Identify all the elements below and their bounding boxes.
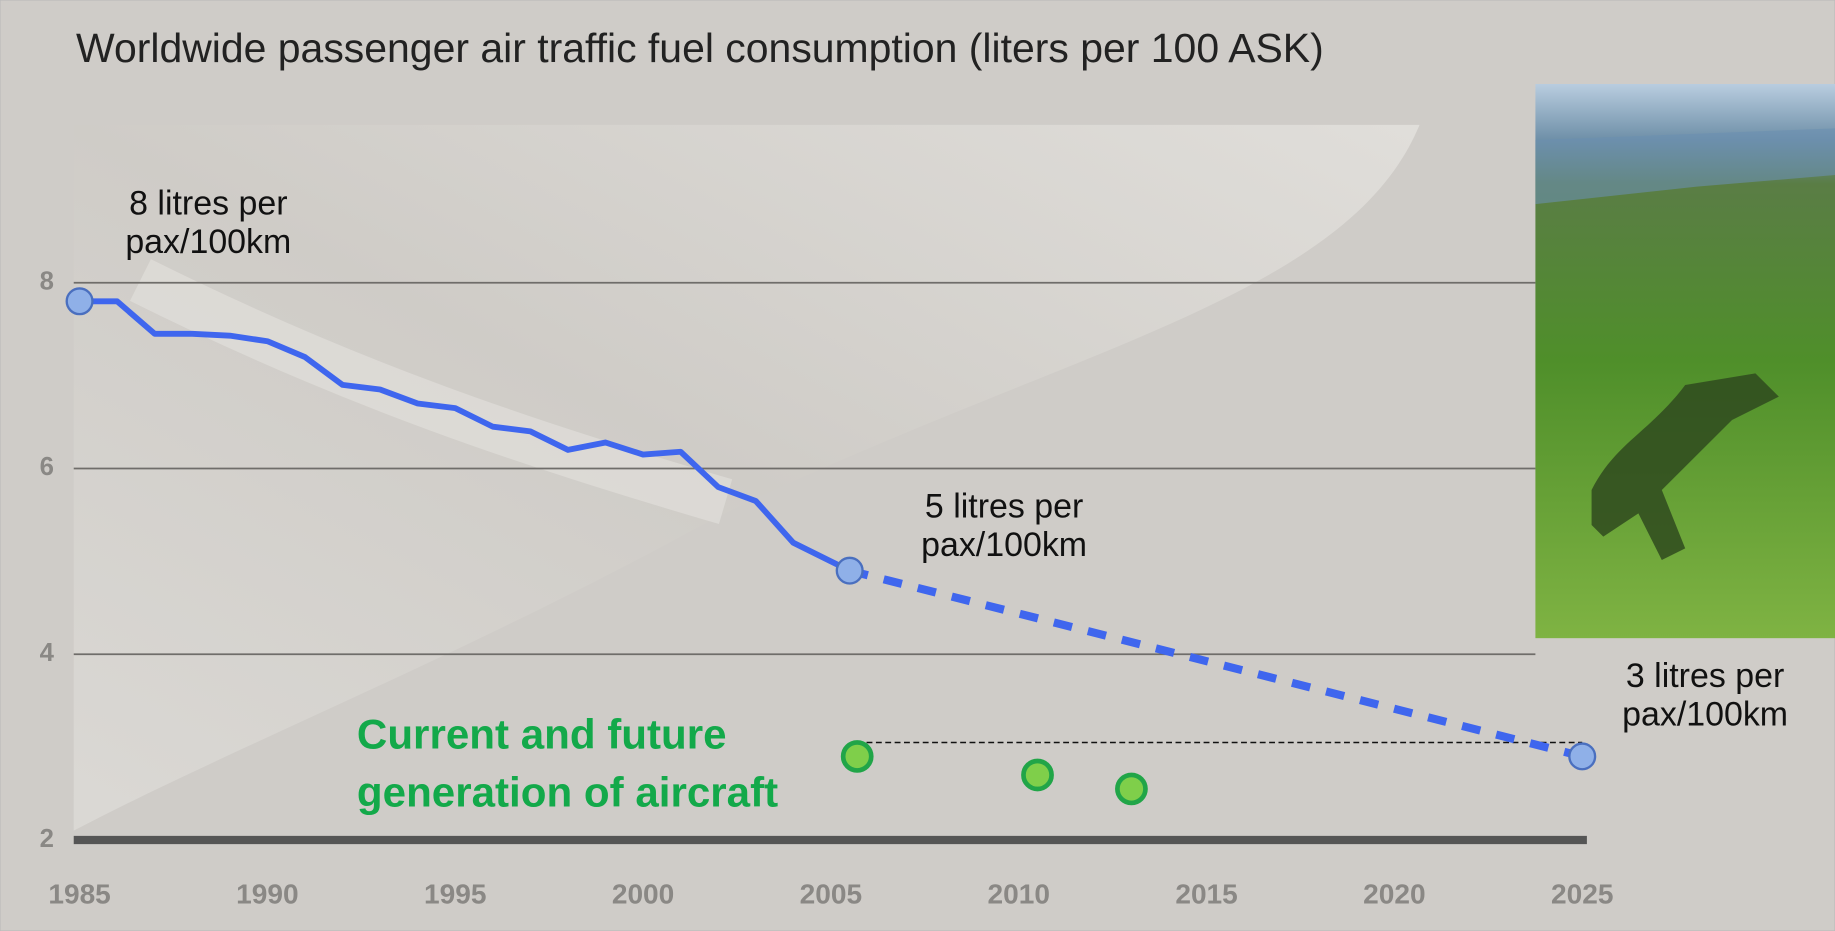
x-tick-label: 1990 (236, 878, 298, 909)
aircraft-point (1023, 761, 1051, 789)
y-tick-label: 4 (40, 639, 55, 667)
x-tick-label: 2010 (988, 878, 1050, 909)
x-tick-label: 2015 (1175, 878, 1237, 909)
chart: Worldwide passenger air traffic fuel con… (0, 0, 1835, 931)
x-tick-label: 2025 (1551, 878, 1613, 909)
point-marker (67, 288, 93, 314)
point-marker (837, 558, 863, 584)
x-tick-label: 2020 (1363, 878, 1425, 909)
aircraft-point (843, 742, 871, 770)
x-tick-label: 2005 (800, 878, 862, 909)
chart-title: Worldwide passenger air traffic fuel con… (76, 25, 1324, 71)
annotation: 5 litres per (925, 488, 1083, 526)
aircraft-point (1117, 775, 1145, 803)
annotation: pax/100km (1622, 695, 1788, 733)
y-tick-label: 2 (40, 825, 54, 853)
aircraft-label: generation of aircraft (357, 769, 778, 816)
annotation: 3 litres per (1626, 657, 1784, 695)
x-tick-label: 2000 (612, 878, 674, 909)
annotation: pax/100km (125, 223, 291, 261)
y-tick-label: 8 (40, 268, 54, 296)
aircraft-label: Current and future (357, 710, 727, 757)
y-tick-label: 6 (40, 453, 54, 481)
point-marker (1569, 744, 1595, 770)
x-tick-label: 1985 (48, 878, 110, 909)
annotation: 8 litres per (129, 184, 287, 222)
annotation: pax/100km (921, 526, 1087, 564)
x-tick-label: 1995 (424, 878, 486, 909)
photo (1535, 84, 1835, 638)
